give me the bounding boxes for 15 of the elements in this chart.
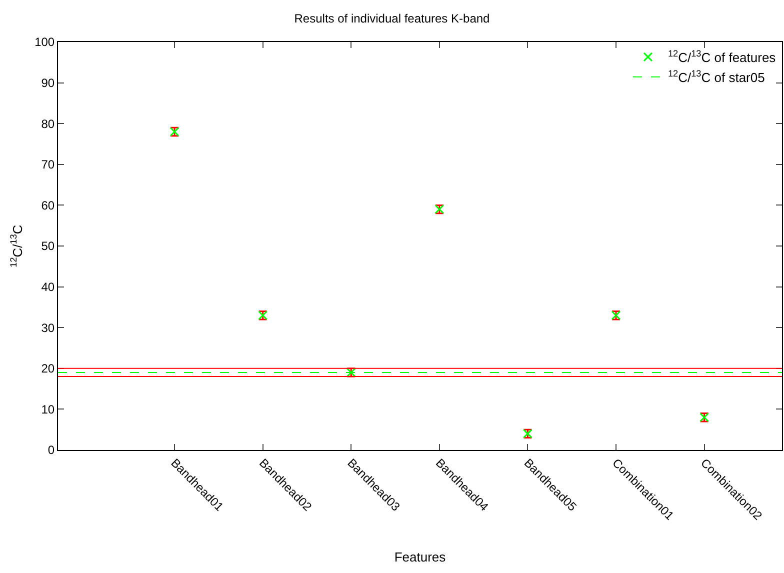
y-tick-label: 20 [41, 362, 55, 376]
y-tick-label: 100 [34, 35, 55, 50]
y-tick-label: 90 [41, 76, 55, 90]
legend-label: $^{12}$C/$^{13}$C of star05 [668, 68, 765, 85]
y-tick-label: 0 [48, 443, 55, 458]
y-tick-label: 30 [41, 320, 55, 335]
y-tick-label: 80 [41, 116, 55, 131]
y-tick-label: 50 [41, 239, 55, 254]
x-axis-title: Features [394, 550, 446, 565]
y-tick-label: 70 [41, 158, 55, 172]
chart-title: Results of individual features K-band [294, 12, 490, 26]
y-tick-label: 10 [41, 402, 55, 416]
legend-label: $^{12}$C/$^{13}$C of features [668, 48, 776, 66]
y-tick-label: 60 [41, 198, 55, 212]
y-tick-label: 40 [41, 280, 55, 294]
